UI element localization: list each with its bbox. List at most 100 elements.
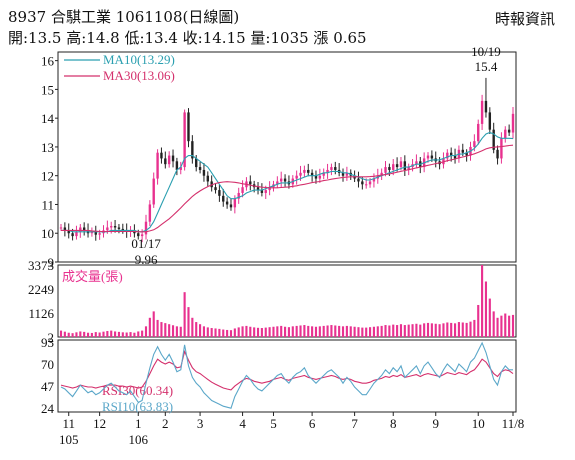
volume-bar [465,322,468,337]
candle-body [79,227,82,232]
volume-bar [75,332,78,337]
candle-body [496,149,499,159]
rsi-line-2 [60,341,513,409]
volume-bar [504,313,507,337]
candle-body [415,161,418,165]
candle-body [187,112,190,142]
candle-body [148,204,152,222]
volume-bar [508,315,511,337]
volume-bar [276,326,279,337]
price-tick-label: 10 [41,226,54,241]
volume-bar [299,325,302,337]
candle-body [368,181,372,185]
volume-bar [314,326,318,337]
candle-body [264,190,267,193]
legend-label: MA10(13.29) [103,52,175,67]
candle-body [461,149,464,153]
volume-bar [353,326,356,337]
candle-body [403,161,407,170]
volume-bar [229,330,233,337]
volume-bar [179,326,182,337]
volume-bar [453,323,457,337]
volume-bar [168,324,171,337]
volume-bar [114,331,117,337]
volume-bar [94,332,97,337]
volume-bar [430,323,433,337]
volume-tick-label: 2 [48,330,55,345]
candle-body [283,178,287,182]
candle-body [500,138,503,159]
candle-body [430,155,434,159]
volume-bar [90,332,93,337]
candle-body [318,175,322,179]
candle-body [388,167,391,170]
candle-body [426,155,430,159]
price-tick-label: 14 [41,111,55,126]
volume-tick-label: 1126 [28,306,54,321]
volume-bar [481,265,484,337]
ma30-line [61,144,514,233]
candle-body [314,175,318,179]
volume-bar [226,329,229,337]
high-value-annotation: 15.4 [475,59,498,74]
candle-body [384,167,387,173]
volume-bar [284,326,287,337]
candle-body [442,158,445,165]
month-label: 11/8 [502,416,525,431]
volume-bar [256,327,260,337]
candle-body [94,231,97,235]
volume-bar [442,323,445,337]
candle-body [295,175,298,179]
candle-body [179,167,182,170]
rsi-tick-label: 47 [41,379,55,394]
month-label: 9 [432,416,439,431]
volume-bar [86,332,90,337]
rsi-tick-label: 24 [41,401,55,416]
candle-body [63,227,67,231]
month-label: 1 [135,416,142,431]
month-label: 8 [390,416,397,431]
volume-bar [106,331,109,337]
year-label: 105 [59,432,79,447]
volume-bar [318,326,321,337]
volume-bar [326,325,329,337]
volume-bar [392,324,395,337]
volume-bar [83,331,86,337]
candle-body [229,204,233,208]
price-tick-label: 12 [41,169,54,184]
volume-bar [307,325,310,337]
candle-body [276,181,279,185]
volume-bar [322,325,325,337]
volume-bar [260,328,263,337]
volume-bar [446,322,449,337]
candle-body [477,123,480,142]
volume-bar [125,332,128,337]
price-stats: 開:13.5 高:14.8 低:13.4 收:14.15 量:1035 漲 0.… [8,29,367,47]
volume-bar [403,325,406,337]
candle-body [195,158,198,168]
candle-body [110,226,113,228]
candle-body [446,152,449,159]
candle-body [361,181,364,185]
month-label: 6 [309,416,316,431]
volume-bar [341,326,345,337]
volume-bar [222,329,225,337]
candle-body [268,187,271,191]
volume-bar [195,322,198,337]
candle-body [225,201,229,205]
volume-bar [129,332,132,337]
candle-body [256,187,260,191]
volume-bar [311,326,314,337]
volume-bar [175,326,178,337]
volume-bar [164,323,167,337]
candle-body [399,161,403,168]
volume-bar [79,331,82,337]
volume-bar [233,328,236,337]
volume-bar [272,326,275,337]
candle-body [249,181,252,185]
volume-bar [345,325,348,337]
volume-bar [357,327,360,337]
candle-body [67,230,70,234]
volume-title: 成交量(張) [62,269,123,284]
volume-bar [206,327,209,337]
